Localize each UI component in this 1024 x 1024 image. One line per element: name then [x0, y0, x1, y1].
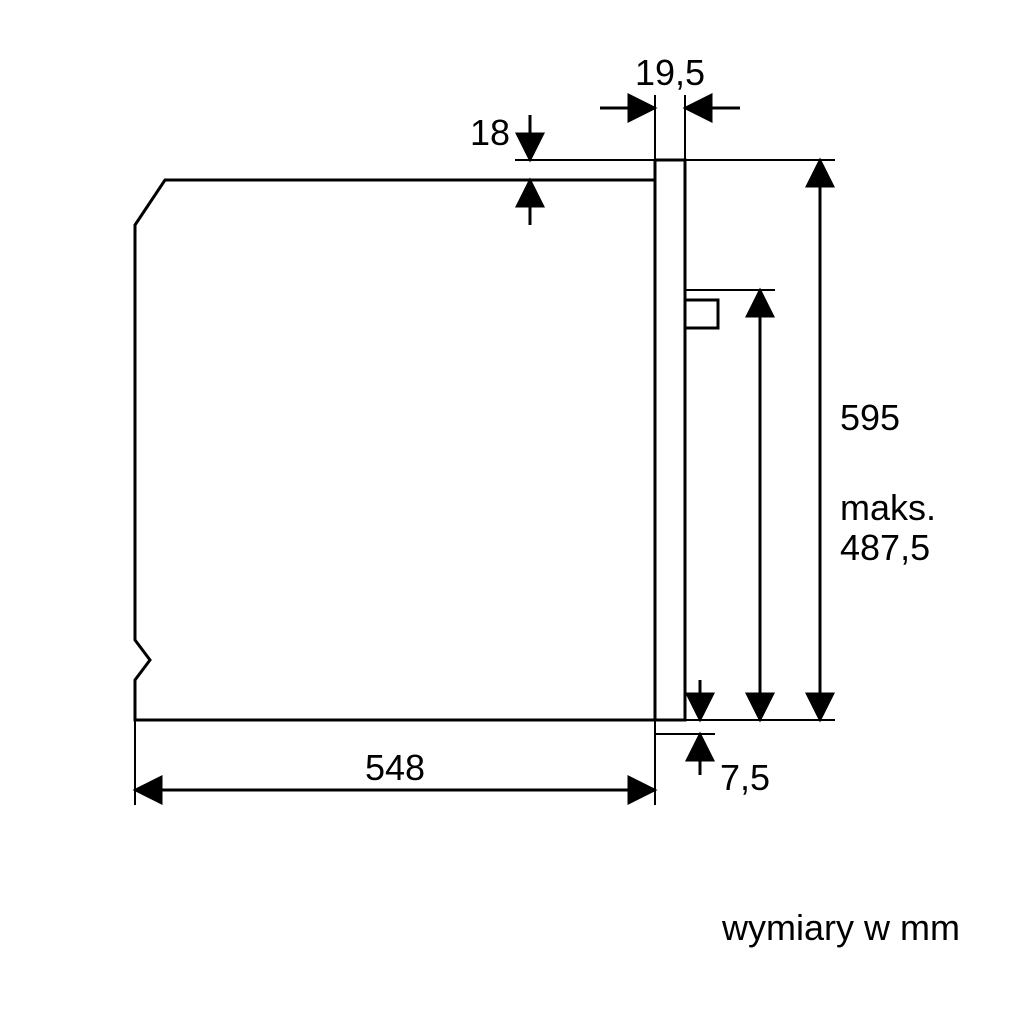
dim-548-label: 548 [365, 747, 425, 788]
dim-7-label: 7,5 [720, 757, 770, 798]
dim-19-label: 19,5 [635, 52, 705, 93]
technical-drawing: 548 595 maks. 487,5 19,5 18 7,5 wymiary … [0, 0, 1024, 1024]
dim-487-label-1: maks. [840, 487, 936, 528]
dim-487-label-2: 487,5 [840, 527, 930, 568]
handle [685, 300, 718, 328]
dim-595-label: 595 [840, 397, 900, 438]
units-caption: wymiary w mm [721, 907, 960, 948]
front-panel-outline [655, 160, 685, 720]
oven-body-outline [135, 180, 655, 720]
dim-18-label: 18 [470, 112, 510, 153]
